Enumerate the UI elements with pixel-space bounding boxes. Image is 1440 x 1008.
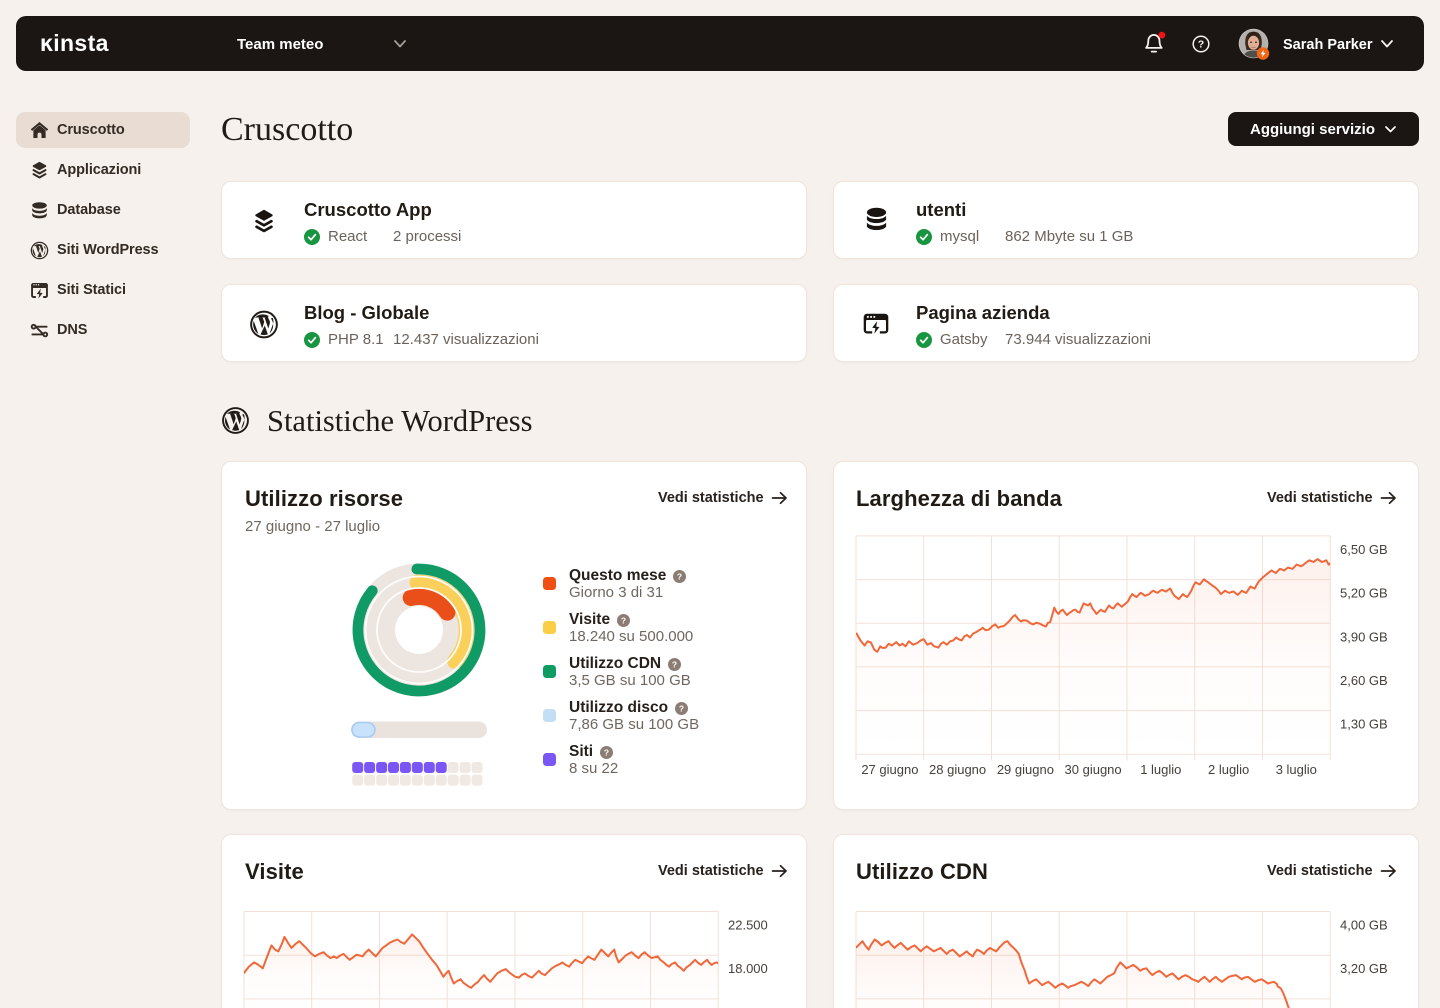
svg-text:3,20 GB: 3,20 GB: [1340, 961, 1388, 976]
svg-text:?: ?: [1198, 39, 1204, 51]
svg-text:1 luglio: 1 luglio: [1140, 762, 1181, 777]
svg-text:22.500: 22.500: [728, 918, 768, 933]
svg-text:?: ?: [677, 571, 682, 581]
svg-text:2 luglio: 2 luglio: [1208, 762, 1249, 777]
svg-text:6,50 GB: 6,50 GB: [1340, 542, 1388, 557]
svg-text:29 giugno: 29 giugno: [997, 762, 1054, 777]
svg-text:5,20 GB: 5,20 GB: [1340, 586, 1388, 601]
svg-text:1,30 GB: 1,30 GB: [1340, 717, 1388, 732]
svg-text:?: ?: [604, 747, 609, 757]
svg-text:18.000: 18.000: [728, 961, 768, 976]
svg-text:27 giugno: 27 giugno: [861, 762, 918, 777]
svg-text:30 giugno: 30 giugno: [1065, 762, 1122, 777]
svg-text:28 giugno: 28 giugno: [929, 762, 986, 777]
svg-text:3,90 GB: 3,90 GB: [1340, 629, 1388, 644]
svg-text:?: ?: [672, 659, 677, 669]
svg-text:2,60 GB: 2,60 GB: [1340, 673, 1388, 688]
svg-text:4,00 GB: 4,00 GB: [1340, 918, 1388, 933]
svg-text:?: ?: [621, 615, 626, 625]
svg-text:3 luglio: 3 luglio: [1276, 762, 1317, 777]
svg-text:?: ?: [679, 703, 684, 713]
